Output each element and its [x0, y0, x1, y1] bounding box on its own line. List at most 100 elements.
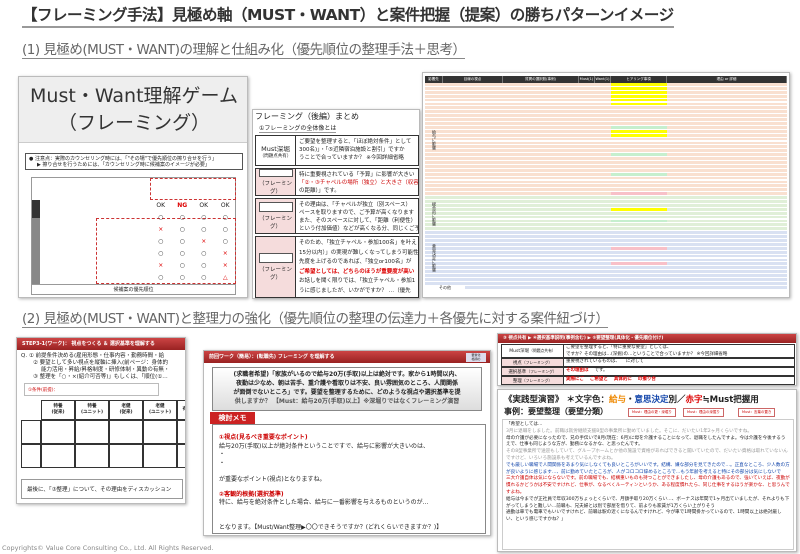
sheet-row	[425, 278, 787, 282]
callout: Must：言葉の置き	[738, 408, 776, 417]
blank-box[interactable]	[258, 169, 293, 177]
rb-bar: ③ 視点共有 ▶ ④選択基準説明(事例含む) ▶ ⑤要望整理(具体化・優先順位付…	[498, 334, 796, 343]
sublabel: （問題点共有）	[259, 153, 292, 159]
line: という付加価値）などが高くなる分、同じくご予	[299, 226, 418, 232]
game-title-line1: Must・Want理解ゲーム	[30, 85, 238, 107]
must-want-game-slide: Must・Want理解ゲーム （フレーミング） ● 注意点：実際のカウンセリング…	[18, 76, 248, 298]
cell[interactable]	[21, 420, 41, 444]
sheet-row	[425, 157, 787, 161]
sublabel: （フレーミング）	[521, 377, 553, 383]
page-title: 【フレーミング手法】見極め軸（MUST・WANT）と案件把握（提案）の勝ちパター…	[22, 3, 674, 28]
line: ご要望を整理すると、「ほぼ絶対条件」として	[299, 139, 412, 145]
rb-text: 重要視されているものは、 に対して	[564, 359, 794, 366]
title-part: ≒Must把握用	[702, 395, 759, 405]
framing-row: （フレーミング） そのため、「独立チャペル・参加100名」を叶え 15分以内）」の…	[255, 236, 419, 298]
sheet-row	[425, 211, 787, 216]
line: うことで合っていますか？ ※今回詳細省略	[299, 155, 404, 161]
line: ペースを取りますので、ご予算が高くなります	[299, 210, 415, 216]
sheet-row	[425, 102, 787, 107]
sublabel: （問題点共有）	[529, 348, 556, 353]
blank-box[interactable]	[258, 202, 293, 212]
col-header: 特養 (従来)	[41, 400, 75, 420]
cell[interactable]	[177, 444, 185, 468]
body-para: その8型事業所で送迎もしていて、グループホームとか他の施設で資格があればできると…	[506, 449, 788, 461]
cell[interactable]	[75, 444, 109, 468]
label: Must深堀	[509, 349, 530, 354]
exercise-subtitle: 事例：要望整理（要望分類）	[504, 407, 608, 416]
game-note-line1: ● 注意点：実際のカウンセリング時には、「"その場"で優先順位の擦り合せを行う」	[29, 156, 218, 162]
mark: ○	[158, 214, 164, 221]
cell[interactable]	[21, 444, 41, 468]
rb-label: 視点 （フレーミング）	[502, 359, 564, 366]
body-para: 給与は今までが正社員で年収300万ちょっとくらいで、月額手取り20万くらい…、ボ…	[506, 496, 790, 509]
sheet-row	[425, 164, 787, 169]
title-part: 別／	[668, 395, 686, 405]
sheet-row	[425, 239, 787, 243]
col-header: 特養 (ユニット)	[75, 400, 109, 420]
q-line: が面倒でないところ」です。要望を整理するために、どのような視点や選択基準を提	[233, 389, 461, 396]
cell[interactable]	[109, 420, 143, 444]
mark: ○	[222, 214, 228, 221]
title-part: 赤字	[685, 395, 703, 405]
line: 実際にご	[566, 377, 584, 382]
cell[interactable]	[177, 420, 185, 444]
body-para: 三大介護自体は気にならないです。前の職場でも、結構重いものも持つことができました…	[506, 476, 790, 495]
sheet-row	[425, 215, 787, 220]
cell[interactable]	[41, 444, 75, 468]
mark: ×	[201, 238, 207, 245]
step-footer: 最後に、「③整理」について、その理由をディスカッション	[21, 479, 183, 499]
memo-box[interactable]: ①視点(見るべき重要なポイント) 給与20万(手取)以上が絶対条件ということです…	[212, 424, 486, 534]
exercise-title: 《実践型演習》 ＊文字色：給与・意思決定別／赤字≒Must把握用	[504, 393, 759, 405]
sheet-row	[425, 219, 787, 224]
condition-field[interactable]: ①条件(前提)：	[24, 383, 159, 396]
label: Must深堀	[261, 144, 290, 153]
mark: ○	[179, 262, 185, 269]
sheet-row	[425, 246, 787, 251]
framing-row-label: Must深堀 （問題点共有）	[256, 136, 296, 165]
sheet-row	[425, 86, 787, 91]
sheet-row	[425, 137, 787, 142]
cell[interactable]	[143, 420, 177, 444]
sheet-row	[425, 266, 787, 271]
blank-box[interactable]	[258, 253, 293, 263]
header-cell: Want(1)	[595, 76, 611, 83]
title-part: 《実践型演習》 ＊文字色：	[504, 395, 609, 405]
sheet-row	[425, 223, 787, 228]
sheet-row	[425, 203, 787, 208]
memo-line: が重要なポイント(視点)となりますね。	[219, 476, 326, 483]
sheet-row	[425, 196, 787, 200]
body-para: 3月に退職をしました。前職は就労継続支援B型の事業所に勤めていました。そこに、だ…	[506, 428, 752, 434]
sheet-row	[425, 106, 787, 111]
sheet-row	[425, 270, 787, 275]
sheet-row	[425, 145, 787, 150]
rb-text: 実際にご ご希望と 具体的に の擦り合	[564, 377, 794, 384]
memo-line: となります。【Must/Want整理▶〇〇できそうですか？(どれくらいできますか…	[219, 523, 443, 531]
sheet-row	[425, 274, 787, 278]
sheet-row	[425, 149, 787, 154]
header-cell: ヒアリング事項	[611, 76, 667, 83]
cell[interactable]	[75, 420, 109, 444]
title-part: 給与	[608, 395, 626, 405]
memo-tag: 検討メモ	[210, 412, 255, 424]
mark: ○	[179, 274, 185, 281]
cell[interactable]	[109, 444, 143, 468]
step-work-slide: STEP3-1(ワーク)： 視点をつくる ＆ 選択基準を理解する Q. ① 前提…	[16, 337, 186, 504]
mark: ○	[158, 238, 164, 245]
rb-row: Must深堀 （問題点共有） ご要望を整理すると、「特に重要な要望」としては、 です…	[501, 344, 795, 358]
sublabel: （フレーミング）	[258, 181, 292, 195]
cell[interactable]	[143, 444, 177, 468]
mark: ○	[179, 250, 185, 257]
mark: OK	[156, 202, 166, 209]
line: その理由は、「チャペルが独立（別スペース）	[299, 202, 412, 208]
line: うに感じましたが、いかがですか？ …（優先	[299, 287, 411, 294]
line: 先度を上げるのであれば、「独立or100名」が	[299, 259, 412, 265]
label: 整理	[512, 378, 522, 384]
sheet-row	[425, 129, 787, 134]
header-cell: 目線の視点	[443, 76, 503, 83]
mark: OK	[220, 202, 230, 209]
mark: ○	[201, 226, 207, 233]
mark: ○	[179, 238, 185, 245]
group-label: 意思決定に影響	[432, 244, 437, 272]
sheet-row	[425, 153, 787, 158]
cell[interactable]	[41, 420, 75, 444]
